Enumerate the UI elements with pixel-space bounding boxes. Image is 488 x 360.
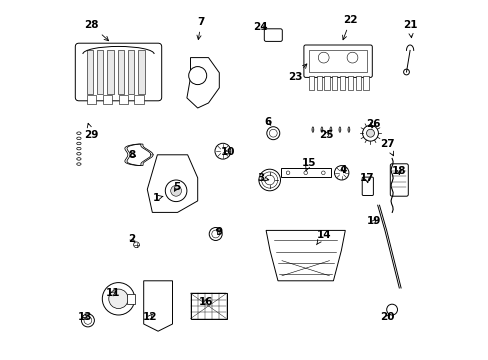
Text: 26: 26 [366,119,380,129]
Polygon shape [186,58,219,108]
Bar [339,76,345,90]
Bar [280,168,330,177]
Polygon shape [265,230,345,281]
Bar [126,294,134,304]
Circle shape [318,52,328,63]
Ellipse shape [77,132,81,135]
Ellipse shape [311,127,313,132]
Bar [134,95,143,104]
Text: 20: 20 [380,312,394,322]
Circle shape [211,230,219,238]
Text: 13: 13 [78,312,92,322]
Text: 29: 29 [84,123,99,140]
Circle shape [266,127,279,140]
FancyBboxPatch shape [75,43,162,101]
Bar [190,293,226,319]
Text: 23: 23 [287,64,306,82]
Circle shape [362,125,378,141]
Circle shape [321,171,325,175]
Bar [128,50,134,94]
Bar [118,50,124,94]
Bar [308,76,313,90]
Ellipse shape [320,127,322,132]
Ellipse shape [77,163,81,165]
Ellipse shape [77,137,81,140]
Circle shape [209,228,222,240]
Text: 28: 28 [84,20,108,41]
Text: 14: 14 [316,230,330,245]
Ellipse shape [77,153,81,155]
Ellipse shape [329,127,331,132]
Ellipse shape [347,127,349,132]
Text: 7: 7 [197,17,204,40]
Bar [118,95,128,104]
Circle shape [285,171,289,175]
Bar [347,76,352,90]
Bar [107,50,114,94]
Text: 5: 5 [173,182,180,192]
Text: 25: 25 [319,130,333,140]
Circle shape [84,316,92,324]
Text: 27: 27 [380,139,394,156]
Text: 3: 3 [257,173,268,183]
Ellipse shape [77,142,81,145]
Circle shape [346,52,357,63]
Circle shape [108,289,128,309]
Circle shape [264,175,274,185]
Circle shape [188,67,206,85]
Circle shape [258,169,280,191]
Text: 2: 2 [128,234,136,244]
Circle shape [170,185,181,196]
Ellipse shape [77,147,81,150]
FancyBboxPatch shape [362,177,373,195]
Text: 17: 17 [359,173,373,183]
Text: 9: 9 [215,227,223,237]
Ellipse shape [77,158,81,160]
Circle shape [215,143,230,159]
Text: 19: 19 [366,216,381,226]
Text: 16: 16 [198,297,213,307]
Text: 6: 6 [264,117,271,127]
Text: 10: 10 [221,147,235,157]
Text: 24: 24 [253,22,267,32]
Circle shape [165,180,186,202]
Polygon shape [143,281,172,331]
Bar [87,95,96,104]
Text: 22: 22 [342,15,357,40]
Text: 4: 4 [339,165,346,175]
Bar [309,50,366,72]
Bar [87,50,93,94]
Circle shape [303,171,307,175]
Text: 21: 21 [402,20,416,38]
Circle shape [366,129,374,137]
Polygon shape [147,155,197,212]
Bar [97,50,103,94]
Ellipse shape [338,127,340,132]
Circle shape [261,172,277,188]
Circle shape [334,166,348,180]
Circle shape [133,242,139,248]
Text: 18: 18 [391,166,406,176]
Bar [102,95,112,104]
Bar [331,76,337,90]
FancyBboxPatch shape [264,29,282,41]
Text: 15: 15 [302,158,316,171]
Circle shape [81,314,94,327]
Text: 11: 11 [105,288,120,298]
Circle shape [386,304,397,315]
Circle shape [269,129,277,137]
Circle shape [403,69,408,75]
FancyBboxPatch shape [303,45,371,77]
Text: 12: 12 [142,312,157,322]
Bar [138,50,144,94]
Bar [363,76,368,90]
Circle shape [102,283,134,315]
Bar [316,76,321,90]
Text: 8: 8 [128,150,136,160]
Text: 1: 1 [152,193,163,203]
FancyBboxPatch shape [389,164,407,196]
Bar [324,76,329,90]
Bar [355,76,360,90]
